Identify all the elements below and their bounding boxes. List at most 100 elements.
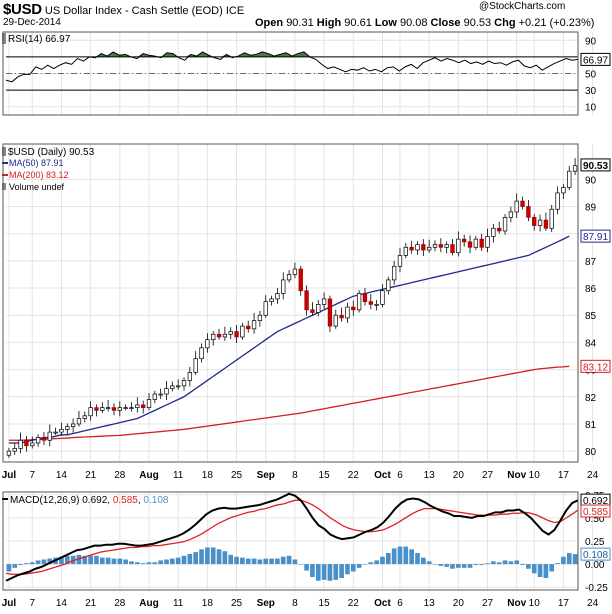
- price-y-tick: 85: [585, 311, 597, 322]
- candle: [176, 385, 181, 388]
- macd-histogram-bar: [99, 557, 105, 565]
- candle: [123, 407, 128, 409]
- macd-histogram-bar: [321, 564, 327, 580]
- macd-histogram-bar: [409, 549, 414, 565]
- candle: [327, 298, 333, 327]
- macd-histogram-bar: [415, 553, 420, 565]
- macd-histogram-bar: [24, 563, 29, 565]
- rsi-legend: RSI(14) 66.97: [8, 34, 71, 45]
- candle: [82, 415, 87, 419]
- low-value: 90.08: [399, 17, 428, 29]
- candle: [473, 238, 479, 248]
- macd-histogram-bar: [420, 557, 426, 565]
- macd-histogram-bar: [64, 555, 70, 565]
- macd-histogram-bar: [251, 558, 257, 565]
- candle: [479, 238, 484, 248]
- candle: [275, 293, 280, 300]
- macd-histogram-bar: [6, 564, 12, 572]
- candle: [549, 208, 554, 229]
- signal-last-label: 0.585: [583, 507, 608, 518]
- candle: [263, 301, 268, 316]
- ma200-last-label-box: [580, 359, 611, 373]
- price-x-tick: Jul: [2, 470, 17, 481]
- volume-legend: Volume undef: [9, 182, 65, 192]
- candle: [386, 279, 391, 292]
- candle: [444, 244, 449, 248]
- macd-histogram-bar: [391, 548, 397, 565]
- macd-x-tick: Sep: [257, 598, 275, 609]
- candle: [181, 380, 187, 387]
- macd-histogram-bar: [362, 564, 368, 565]
- price-legend: $USD (Daily) 90.53: [8, 147, 95, 158]
- macd-last-label: 0.692: [583, 496, 608, 507]
- price-y-tick: 82: [585, 393, 597, 404]
- macd-histogram-bar: [555, 563, 560, 565]
- macd-x-tick: 28: [114, 598, 126, 609]
- price-x-tick: Sep: [257, 470, 275, 481]
- macd-x-tick: 24: [587, 598, 599, 609]
- price-x-tick: 21: [85, 470, 97, 481]
- price-y-tick: 89: [585, 203, 597, 214]
- candle: [497, 227, 502, 232]
- macd-histogram-bar: [403, 546, 409, 565]
- candle: [415, 244, 420, 251]
- macd-histogram-bar: [210, 547, 216, 565]
- price-y-tick: 87: [585, 257, 597, 268]
- candle: [257, 314, 263, 322]
- macd-histogram-bar: [572, 554, 578, 565]
- price-x-tick: 14: [56, 470, 68, 481]
- candle: [211, 333, 216, 341]
- candle: [467, 241, 473, 248]
- candle: [356, 293, 362, 311]
- macd-histogram-bar: [426, 561, 432, 565]
- macd-line: [5, 492, 579, 582]
- candle: [117, 407, 122, 411]
- macd-histogram-bar: [566, 553, 572, 565]
- candle: [298, 268, 303, 292]
- macd-histogram-bar: [269, 558, 274, 565]
- macd-x-tick: 21: [85, 598, 97, 609]
- histogram-last-label: 0.108: [583, 550, 608, 561]
- symbol: $USD: [3, 1, 42, 18]
- candle: [362, 293, 368, 302]
- macd-histogram-bar: [502, 560, 508, 565]
- macd-histogram-bar: [41, 559, 47, 565]
- macd-histogram-bar: [134, 562, 140, 565]
- macd-histogram-bar: [105, 557, 111, 565]
- candle: [561, 187, 566, 194]
- candle: [70, 423, 76, 428]
- price-x-tick: 22: [348, 470, 360, 481]
- macd-histogram-bar: [549, 564, 555, 572]
- price-x-tick: 13: [424, 470, 436, 481]
- macd-histogram-bar: [286, 555, 292, 565]
- candle: [269, 298, 274, 302]
- candle: [53, 431, 58, 434]
- candle: [543, 219, 549, 229]
- macd-histogram-bar: [228, 554, 234, 565]
- high-value: 90.61: [344, 17, 372, 29]
- price-x-tick: 11: [173, 470, 184, 481]
- price-x-tick: Nov: [507, 470, 526, 481]
- price-x-tick: 6: [397, 470, 403, 481]
- macd-histogram-bar: [345, 564, 350, 575]
- candle: [374, 304, 379, 306]
- macd-x-tick: Aug: [139, 598, 158, 609]
- candle: [129, 407, 134, 409]
- price-x-tick: 27: [482, 470, 494, 481]
- macd-histogram-bar: [222, 551, 228, 565]
- price-y-tick: 80: [585, 447, 597, 458]
- price-last-label: 90.53: [583, 161, 608, 172]
- rsi-last-label: 66.97: [583, 55, 608, 66]
- candle: [572, 165, 578, 172]
- candle: [199, 347, 204, 360]
- candle: [567, 170, 572, 188]
- macd-histogram-bar: [327, 564, 333, 581]
- macd-y-tick: -0.25: [585, 583, 608, 594]
- macd-histogram-bar: [164, 559, 169, 565]
- price-x-tick: 15: [319, 470, 331, 481]
- macd-legend-hist: 0.108: [143, 495, 168, 506]
- candle: [228, 331, 233, 335]
- candle: [427, 246, 432, 251]
- candle: [146, 399, 152, 408]
